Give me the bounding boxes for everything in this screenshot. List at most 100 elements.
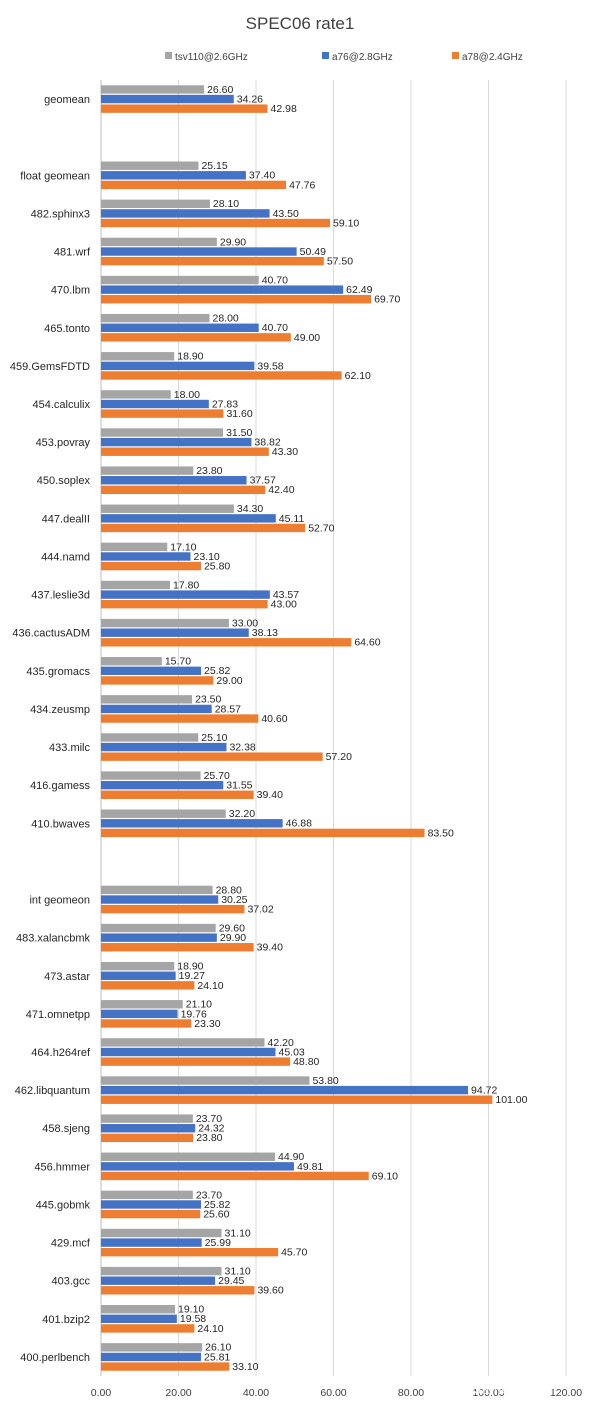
bar-5-1 — [101, 285, 344, 294]
bar-14-2 — [101, 638, 352, 647]
bar-2-1 — [101, 171, 246, 180]
value-label-17-0: 25.10 — [201, 732, 227, 744]
bar-9-0 — [101, 428, 224, 437]
category-label-5: 470.lbm — [51, 285, 90, 297]
bar-19-2 — [101, 828, 425, 838]
bar-25-2 — [101, 1057, 291, 1066]
category-label-21: int geomeon — [29, 895, 90, 907]
value-label-31-0: 31.10 — [225, 1266, 251, 1278]
bar-32-2 — [101, 1324, 195, 1333]
value-label-3-1: 43.50 — [273, 208, 299, 220]
value-label-5-2: 69.70 — [374, 294, 400, 306]
bar-2-2 — [101, 180, 287, 190]
bar-22-2 — [101, 943, 254, 952]
bar-2-0 — [101, 161, 199, 170]
value-label-24-2: 23.30 — [194, 1018, 220, 1030]
value-label-7-0: 18.90 — [177, 351, 203, 363]
bar-8-2 — [101, 409, 224, 418]
value-label-28-0: 44.90 — [278, 1151, 304, 1163]
bar-3-1 — [101, 209, 270, 218]
bar-32-0 — [101, 1305, 176, 1314]
value-label-13-2: 43.00 — [271, 599, 297, 611]
value-label-31-1: 29.45 — [218, 1275, 244, 1287]
bar-12-0 — [101, 542, 168, 552]
bar-15-2 — [101, 676, 214, 685]
bar-7-1 — [101, 361, 255, 371]
value-label-23-1: 19.27 — [179, 970, 205, 982]
category-label-14: 436.cactusADM — [12, 628, 90, 640]
category-label-13: 437.leslie3d — [31, 590, 90, 602]
value-label-7-1: 39.58 — [257, 360, 283, 372]
bar-16-1 — [101, 704, 212, 714]
x-tick-label-0: 0.00 — [91, 1387, 112, 1399]
legend-label-2: a78@2.4GHz — [462, 52, 523, 63]
bar-23-0 — [101, 961, 175, 971]
value-label-30-1: 25.99 — [205, 1237, 231, 1249]
bar-11-0 — [101, 504, 234, 513]
bar-19-1 — [101, 819, 283, 828]
category-label-9: 453.povray — [36, 437, 91, 449]
value-label-26-0: 53.80 — [312, 1075, 338, 1087]
value-label-2-0: 25.15 — [201, 160, 227, 172]
watermark: 知乎 @JamesAslan — [427, 1381, 554, 1397]
x-tick-label-5: 100.00 — [472, 1387, 504, 1399]
value-label-32-2: 24.10 — [197, 1323, 223, 1335]
value-label-26-2: 101.00 — [495, 1094, 527, 1106]
value-label-24-1: 19.76 — [181, 1008, 207, 1020]
value-label-12-2: 25.80 — [204, 560, 230, 572]
bar-11-2 — [101, 523, 306, 533]
bar-18-0 — [101, 771, 201, 780]
category-label-28: 456.hmmer — [34, 1161, 90, 1173]
category-label-29: 445.gobmk — [36, 1199, 91, 1211]
value-label-21-1: 30.25 — [221, 894, 247, 906]
value-label-9-1: 38.82 — [254, 437, 280, 449]
value-label-24-0: 21.10 — [186, 999, 212, 1011]
value-label-8-0: 18.00 — [174, 389, 200, 401]
bar-28-0 — [101, 1152, 275, 1161]
bar-10-1 — [101, 476, 247, 485]
value-label-10-1: 37.57 — [250, 475, 276, 487]
bar-6-1 — [101, 323, 259, 332]
bar-6-2 — [101, 333, 291, 342]
value-label-32-0: 19.10 — [178, 1304, 204, 1316]
bar-31-0 — [101, 1266, 222, 1276]
value-label-11-2: 52.70 — [308, 522, 334, 534]
value-label-5-0: 40.70 — [262, 274, 288, 286]
value-label-5-1: 62.49 — [346, 284, 372, 296]
value-label-30-0: 31.10 — [225, 1227, 251, 1239]
value-label-0-2: 42.98 — [271, 103, 297, 115]
bar-21-1 — [101, 895, 219, 904]
value-label-16-2: 40.60 — [261, 713, 287, 725]
bar-9-2 — [101, 447, 269, 456]
value-label-28-2: 69.10 — [372, 1170, 398, 1182]
bar-10-0 — [101, 466, 194, 475]
value-label-2-1: 37.40 — [249, 170, 275, 182]
bar-3-0 — [101, 199, 210, 209]
category-label-32: 401.bzip2 — [42, 1314, 90, 1326]
value-label-11-1: 45.11 — [279, 513, 305, 525]
category-label-25: 464.h264ref — [31, 1047, 91, 1059]
value-label-22-0: 29.60 — [219, 922, 245, 934]
legend-swatch-0 — [165, 52, 172, 59]
bar-24-2 — [101, 1019, 192, 1028]
value-label-4-2: 57.50 — [327, 256, 353, 268]
value-label-29-1: 25.82 — [204, 1199, 230, 1211]
value-label-17-1: 32.38 — [229, 741, 255, 753]
bar-4-0 — [101, 237, 217, 247]
bar-3-2 — [101, 218, 331, 228]
bar-30-2 — [101, 1247, 279, 1257]
bar-15-0 — [101, 657, 162, 666]
bar-17-0 — [101, 733, 199, 742]
category-label-11: 447.dealII — [42, 513, 90, 525]
category-label-23: 473.astar — [44, 971, 90, 983]
bar-27-2 — [101, 1133, 194, 1143]
bar-21-0 — [101, 885, 213, 895]
bar-28-1 — [101, 1162, 295, 1171]
value-label-12-1: 23.10 — [194, 551, 220, 563]
value-label-16-1: 28.57 — [215, 703, 241, 715]
bar-29-0 — [101, 1190, 193, 1200]
bar-5-2 — [101, 295, 372, 304]
bar-28-2 — [101, 1171, 369, 1181]
value-label-25-1: 45.03 — [278, 1046, 304, 1058]
bar-14-1 — [101, 628, 249, 637]
